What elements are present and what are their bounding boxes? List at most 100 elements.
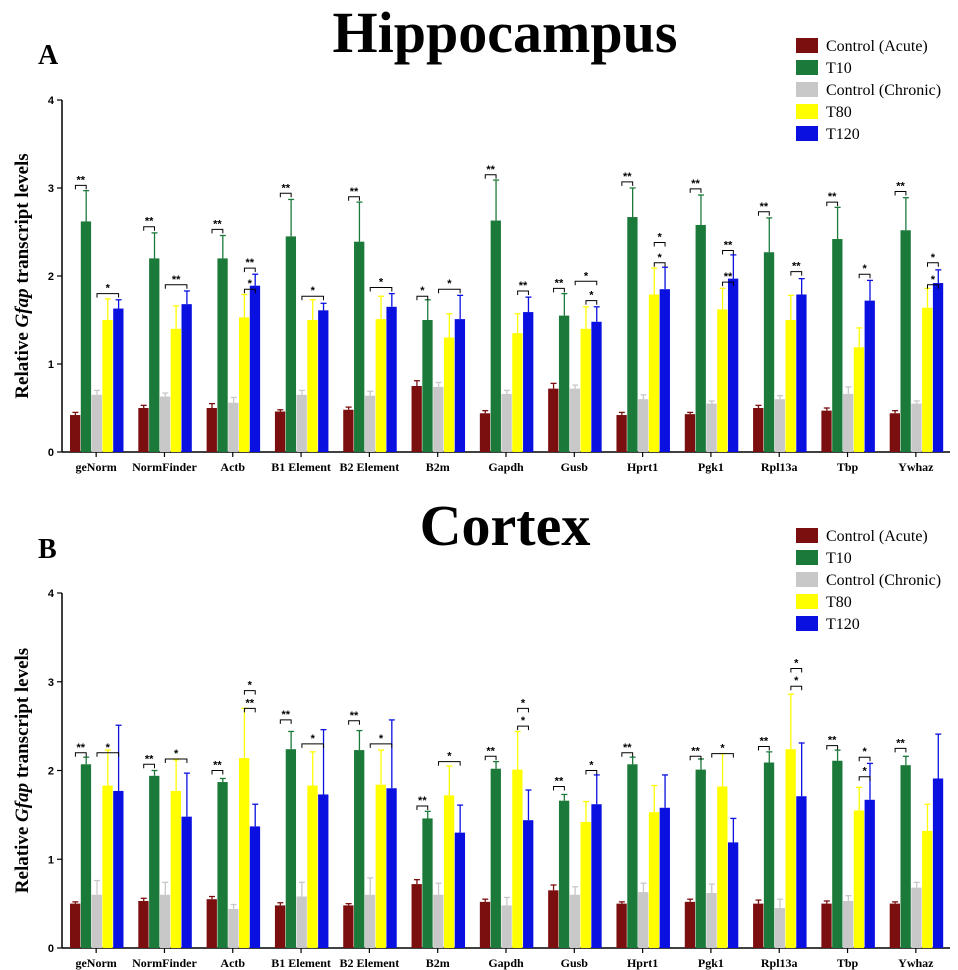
bar (627, 217, 638, 452)
significance-bracket (894, 747, 907, 753)
x-tick-label: Hprt1 (627, 460, 658, 474)
bar (580, 328, 591, 452)
bar (512, 769, 523, 948)
significance-bracket (653, 262, 666, 267)
bar (80, 764, 92, 948)
x-tick-label: Rpl13a (761, 460, 798, 474)
legend-swatch (796, 528, 818, 543)
significance-bracket (757, 746, 770, 751)
bar (364, 395, 376, 452)
bar (479, 901, 491, 948)
significance-label: * (521, 715, 526, 727)
bar (375, 319, 386, 452)
significance-bracket (926, 262, 939, 267)
significance-bracket (689, 755, 702, 761)
bar (343, 905, 354, 948)
significance-label: ** (281, 709, 290, 721)
significance-label: ** (246, 257, 255, 269)
y-tick-label: 4 (48, 588, 55, 600)
bar (490, 220, 501, 452)
bar (159, 396, 171, 452)
legend-label: Control (Acute) (826, 38, 928, 55)
significance-label: * (521, 697, 526, 709)
significance-label: * (862, 746, 867, 758)
bar (70, 415, 81, 452)
significance-label: * (794, 657, 799, 669)
bar (616, 903, 627, 948)
significance-bracket (894, 191, 907, 196)
bar (932, 283, 944, 452)
significance-label: ** (724, 271, 733, 283)
legend-label: T10 (826, 550, 852, 567)
significance-label: ** (350, 186, 359, 198)
significance-bracket (689, 188, 702, 193)
bar (206, 408, 217, 452)
significance-label: ** (213, 760, 222, 772)
significance-bracket (279, 719, 292, 724)
significance-bracket (243, 707, 256, 713)
y-tick-label: 2 (48, 271, 54, 283)
bar (479, 413, 491, 452)
y-tick-label: 1 (48, 854, 54, 866)
bar (922, 307, 933, 452)
significance-label: ** (246, 697, 255, 709)
bar (217, 782, 228, 948)
significance-bracket (711, 753, 734, 758)
chart-title: Cortex (420, 493, 591, 558)
significance-bracket (926, 284, 939, 289)
y-tick-label: 2 (48, 766, 54, 778)
y-axis-label-part: transcript levels (12, 648, 33, 783)
bar (706, 892, 717, 948)
bar (411, 386, 422, 452)
bar (864, 300, 875, 452)
significance-bracket (553, 785, 565, 791)
bar (684, 414, 696, 452)
bar (695, 769, 706, 948)
bar (932, 778, 944, 948)
bar (217, 258, 228, 452)
significance-bracket (348, 196, 360, 201)
bar (580, 821, 591, 948)
significance-bracket (416, 295, 429, 301)
bar (753, 903, 764, 948)
bar (490, 768, 501, 948)
significance-bracket (858, 756, 871, 762)
bar (796, 796, 807, 948)
bar (558, 800, 570, 948)
significance-label: * (794, 675, 799, 687)
bar (889, 413, 900, 452)
significance-bracket (164, 284, 188, 289)
bar (159, 894, 171, 948)
bar (91, 894, 102, 948)
bar (113, 308, 124, 452)
y-tick-label: 4 (48, 95, 55, 107)
bar (375, 784, 386, 948)
significance-label: * (248, 278, 253, 290)
significance-bracket (553, 287, 565, 293)
bar (638, 399, 649, 452)
x-tick-label: B2 Element (340, 956, 400, 970)
bar (774, 399, 785, 452)
x-tick-label: geNorm (75, 956, 116, 970)
significance-label: ** (828, 735, 837, 747)
bar (285, 236, 297, 452)
significance-label: ** (281, 182, 290, 194)
bar (774, 908, 785, 948)
significance-bracket (369, 286, 393, 292)
significance-bracket (757, 211, 770, 216)
significance-bracket (438, 288, 461, 294)
x-tick-label: Gapdh (488, 956, 524, 970)
bar (181, 816, 192, 948)
significance-label: ** (486, 745, 495, 757)
bar (638, 892, 649, 948)
significance-bracket (858, 776, 871, 781)
bar (832, 760, 843, 948)
x-tick-label: B2m (426, 460, 450, 474)
bar (796, 294, 807, 452)
x-tick-label: Rpl13a (761, 956, 798, 970)
bar (842, 900, 854, 948)
bar (911, 887, 922, 948)
bar (228, 908, 239, 948)
significance-bracket (790, 667, 803, 673)
significance-label: ** (828, 191, 837, 203)
